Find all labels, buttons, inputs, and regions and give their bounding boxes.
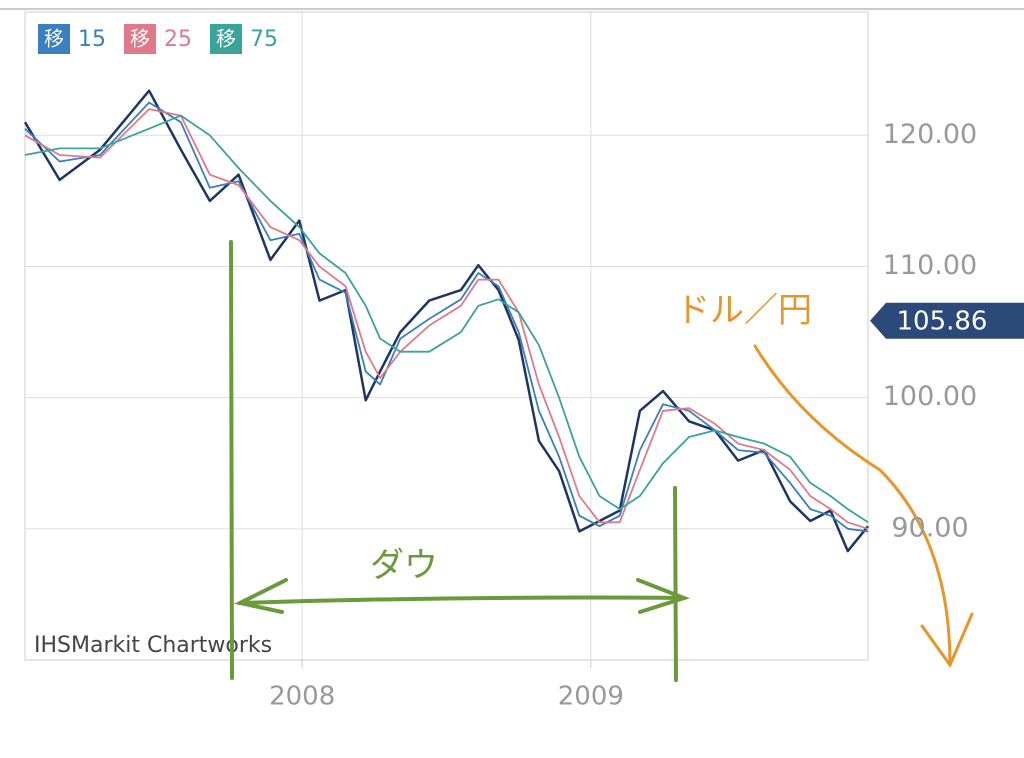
dow-label: ダウ bbox=[370, 546, 438, 586]
ma-line bbox=[24, 108, 869, 530]
ma-line bbox=[24, 114, 869, 524]
legend-label: 25 bbox=[164, 27, 192, 52]
dow-marks bbox=[229, 240, 690, 682]
legend-label: 15 bbox=[78, 27, 106, 52]
y-tick-label: 120.00 bbox=[883, 119, 977, 150]
current-price-marker bbox=[870, 302, 1024, 339]
y-tick-label: 100.00 bbox=[883, 381, 977, 412]
legend-swatch bbox=[124, 24, 156, 54]
y-tick-label: 90.00 bbox=[891, 512, 968, 543]
usd-jpy-label: ドル／円 bbox=[676, 291, 812, 331]
legend-prefix: 移 bbox=[216, 27, 236, 51]
legend-swatch bbox=[210, 24, 242, 54]
x-tick-label: 2008 bbox=[269, 682, 335, 712]
source: IHSMarkit Chartworks bbox=[34, 633, 272, 658]
legend-prefix: 移 bbox=[44, 27, 64, 51]
legend-swatch bbox=[38, 24, 70, 54]
x-tick-label: 2009 bbox=[558, 682, 624, 712]
current-price-label: 105.86 bbox=[897, 306, 988, 336]
plot-frame bbox=[24, 11, 869, 661]
plot-area bbox=[23, 12, 869, 660]
y-tick-label: 110.00 bbox=[883, 250, 977, 281]
legend-label: 75 bbox=[250, 27, 278, 52]
legend-prefix: 移 bbox=[130, 27, 150, 51]
ma-line bbox=[24, 101, 869, 533]
usd-jpy-arrow bbox=[753, 344, 974, 669]
